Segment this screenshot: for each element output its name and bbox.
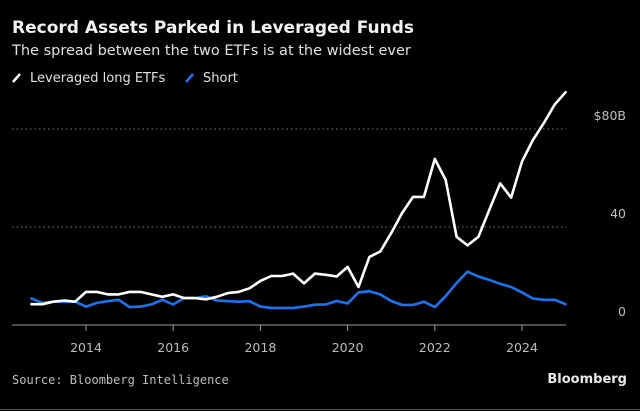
y-tick-label: 40 [610, 206, 626, 221]
source-note: Source: Bloomberg Intelligence [12, 373, 229, 387]
x-tick-label: 2018 [244, 340, 276, 355]
x-tick-label: 2014 [70, 340, 102, 355]
chart-subtitle: The spread between the two ETFs is at th… [11, 43, 411, 59]
x-tick-label: 2022 [419, 340, 451, 355]
series-line-leveraged-long [30, 90, 567, 306]
y-tick-label: $80B [594, 108, 626, 123]
legend: Leveraged long ETFs Short [12, 71, 238, 86]
x-tick-label: 2016 [157, 340, 189, 355]
x-tick-label: 2024 [506, 340, 538, 355]
series-line-short [30, 270, 567, 310]
x-tick-label: 2020 [332, 340, 364, 355]
legend-swatch-long [12, 73, 21, 83]
legend-label-long: Leveraged long ETFs [30, 71, 165, 86]
series-lines [30, 90, 567, 310]
legend-swatch-short [185, 73, 194, 83]
chart-title: Record Assets Parked in Leveraged Funds [12, 18, 414, 38]
x-axis: 2014 2016 2018 2020 2022 2024 [70, 325, 538, 355]
gridlines [12, 128, 566, 228]
y-tick-label: 0 [618, 304, 626, 319]
bloomberg-logo: Bloomberg [547, 372, 627, 387]
y-axis: 0 40 $80B [594, 108, 626, 319]
legend-label-short: Short [203, 71, 238, 86]
